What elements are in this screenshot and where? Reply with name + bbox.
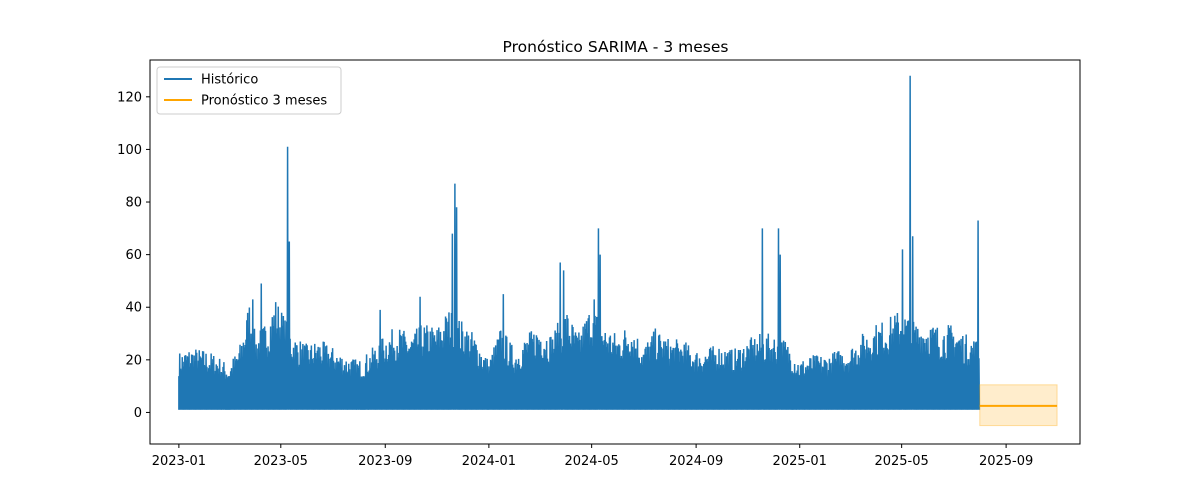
y-tick-label-60: 60 [125, 248, 142, 263]
x-tick-label-2024-01: 2024-01 [462, 454, 516, 469]
y-tick-label-20: 20 [125, 353, 142, 368]
x-axis: 2023-01 2023-05 2023-09 2024-01 2024-05 2024-… [152, 444, 1033, 469]
legend-label-historico: Histórico [201, 73, 258, 88]
legend-label-pronostico: Pronóstico 3 meses [201, 94, 327, 109]
x-tick-label-2024-05: 2024-05 [564, 454, 618, 469]
y-tick-label-40: 40 [125, 301, 142, 316]
chart-title: Pronóstico SARIMA - 3 meses [503, 38, 729, 56]
x-tick-label-2025-01: 2025-01 [773, 454, 827, 469]
legend-frame [156, 66, 342, 115]
y-axis: 0 20 40 60 80 100 120 [117, 90, 150, 421]
y-tick-label-80: 80 [125, 196, 142, 211]
x-tick-label-2023-01: 2023-01 [152, 454, 206, 469]
x-tick-label-2023-05: 2023-05 [254, 454, 308, 469]
y-tick-label-120: 120 [117, 90, 142, 105]
plot-area [149, 59, 1081, 445]
x-tick-label-2024-09: 2024-09 [669, 454, 723, 469]
legend: Histórico Pronóstico 3 meses [156, 66, 342, 115]
series-historico-line [178, 75, 981, 410]
x-tick-label-2025-05: 2025-05 [874, 454, 928, 469]
x-tick-label-2025-09: 2025-09 [979, 454, 1033, 469]
y-tick-label-100: 100 [117, 143, 142, 158]
y-tick-label-0: 0 [134, 406, 142, 421]
x-tick-label-2023-09: 2023-09 [358, 454, 412, 469]
series-layer [178, 75, 1058, 427]
